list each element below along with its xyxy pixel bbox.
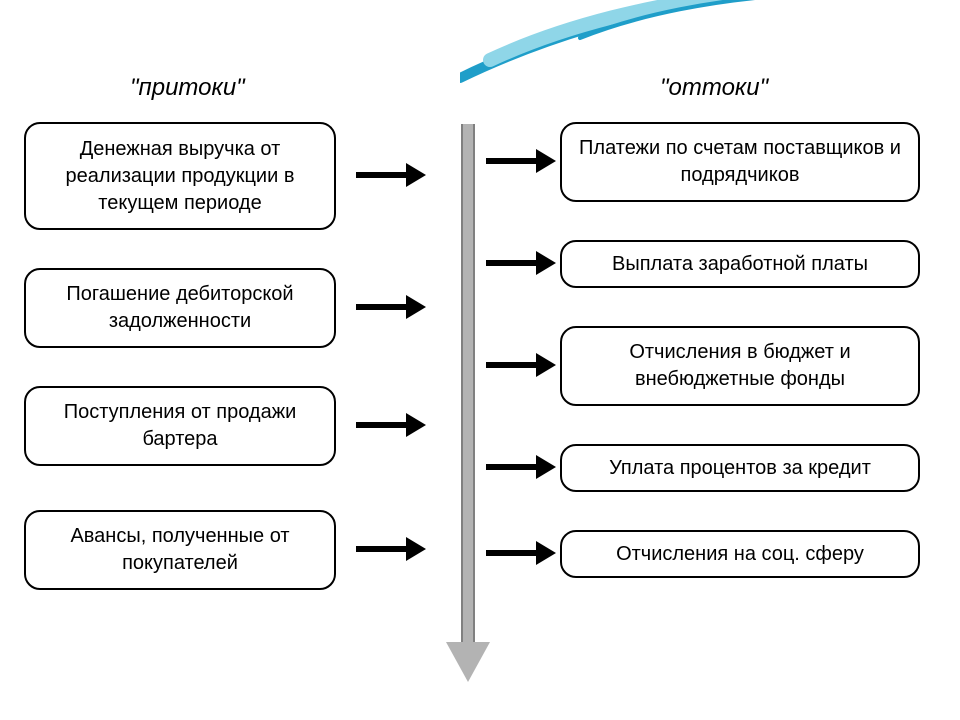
inflow-arrow-2 <box>356 298 426 316</box>
outflow-arrow-4 <box>486 458 556 476</box>
outflow-arrow-5 <box>486 544 556 562</box>
inflow-arrow-3 <box>356 416 426 434</box>
outflow-box-r4: Уплата процентов за кредит <box>560 444 920 492</box>
inflow-arrow-1 <box>356 166 426 184</box>
outflow-box-r3: Отчисления в бюджет и внебюджетные фонды <box>560 326 920 406</box>
inflow-box-l1: Денежная выручка от реализации продукции… <box>24 122 336 230</box>
outflow-box-r2: Выплата заработной платы <box>560 240 920 288</box>
inflow-box-l2: Погашение дебиторской задолженности <box>24 268 336 348</box>
center-down-arrow <box>454 124 482 684</box>
outflow-arrow-3 <box>486 356 556 374</box>
header-inflows: "притоки" <box>130 74 245 102</box>
outflow-arrow-2 <box>486 254 556 272</box>
inflow-outflow-diagram: "притоки" "оттоки" Денежная выручка от р… <box>0 70 960 710</box>
outflow-box-r1: Платежи по счетам поставщиков и подрядчи… <box>560 122 920 202</box>
header-outflows: "оттоки" <box>660 74 768 102</box>
outflow-arrow-1 <box>486 152 556 170</box>
inflow-box-l4: Авансы, полученные от покупателей <box>24 510 336 590</box>
inflow-box-l3: Поступления от продажи бартера <box>24 386 336 466</box>
inflow-arrow-4 <box>356 540 426 558</box>
outflow-box-r5: Отчисления на соц. сферу <box>560 530 920 578</box>
